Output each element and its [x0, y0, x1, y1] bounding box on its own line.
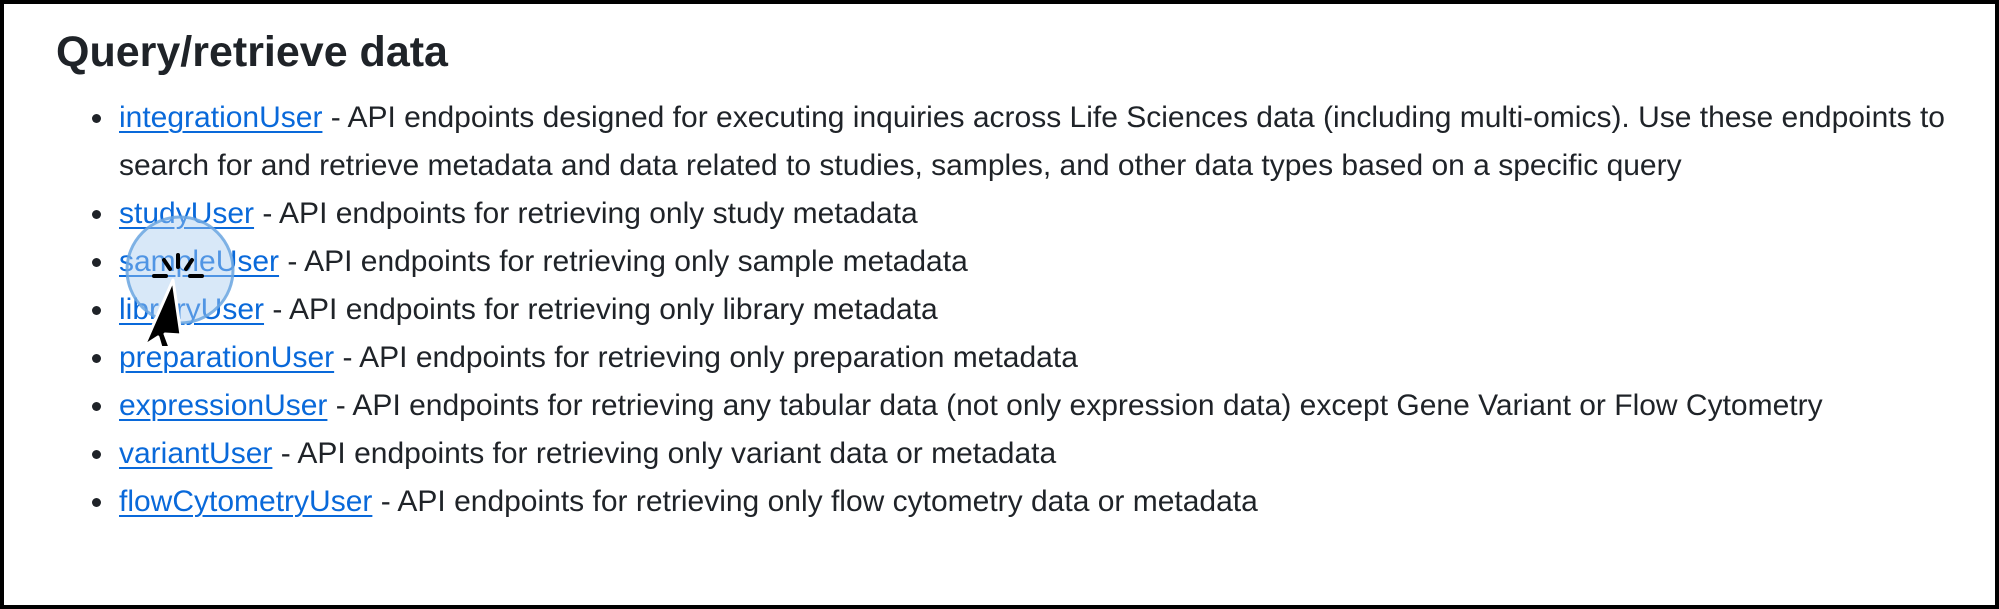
expression-user-link[interactable]: expressionUser — [119, 389, 328, 422]
list-item-study-user: studyUser - API endpoints for retrieving… — [92, 190, 1979, 238]
study-user-description: - API endpoints for retrieving only stud… — [254, 197, 918, 230]
endpoint-list: integrationUser - API endpoints designed… — [92, 94, 1979, 526]
variant-user-link[interactable]: variantUser — [119, 437, 273, 470]
list-item-library-user: libraryUser - API endpoints for retrievi… — [92, 286, 1979, 334]
preparation-user-link[interactable]: preparationUser — [119, 341, 335, 374]
bullet-icon — [92, 210, 101, 219]
list-item-integration-user: integrationUser - API endpoints designed… — [92, 94, 1979, 190]
section-title: Query/retrieve data — [56, 28, 448, 76]
preparation-user-description: - API endpoints for retrieving only prep… — [334, 341, 1078, 374]
list-item-sample-user: sampleUser - API endpoints for retrievin… — [92, 238, 1979, 286]
integration-user-link[interactable]: integrationUser — [119, 101, 323, 134]
bullet-icon — [92, 114, 101, 123]
expression-user-description: - API endpoints for retrieving any tabul… — [327, 389, 1823, 422]
list-item-flow-cytometry-user: flowCytometryUser - API endpoints for re… — [92, 478, 1979, 526]
bullet-icon — [92, 498, 101, 507]
sample-user-description: - API endpoints for retrieving only samp… — [279, 245, 968, 278]
list-item-expression-user: expressionUser - API endpoints for retri… — [92, 382, 1979, 430]
library-user-link[interactable]: libraryUser — [119, 293, 265, 326]
bullet-icon — [92, 402, 101, 411]
flow-cytometry-user-link[interactable]: flowCytometryUser — [119, 485, 373, 518]
list-item-variant-user: variantUser - API endpoints for retrievi… — [92, 430, 1979, 478]
bullet-icon — [92, 354, 101, 363]
study-user-link[interactable]: studyUser — [119, 197, 255, 230]
library-user-description: - API endpoints for retrieving only libr… — [264, 293, 938, 326]
sample-user-link[interactable]: sampleUser — [119, 245, 280, 278]
variant-user-description: - API endpoints for retrieving only vari… — [272, 437, 1057, 470]
bullet-icon — [92, 450, 101, 459]
bullet-icon — [92, 258, 101, 267]
list-item-preparation-user: preparationUser - API endpoints for retr… — [92, 334, 1979, 382]
integration-user-description: - API endpoints designed for executing i… — [119, 101, 1945, 182]
bullet-icon — [92, 306, 101, 315]
flow-cytometry-user-description: - API endpoints for retrieving only flow… — [372, 485, 1258, 518]
